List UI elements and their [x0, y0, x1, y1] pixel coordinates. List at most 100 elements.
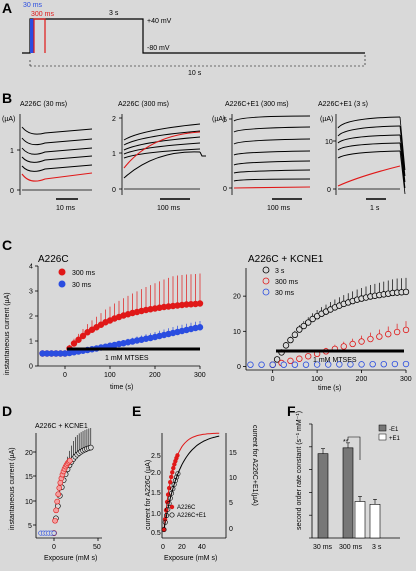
c-left-xtick-label: 300	[194, 372, 206, 379]
trace4-ylabel: (µA)	[320, 116, 333, 123]
c-right-point	[313, 361, 321, 368]
e-point-a226c	[166, 485, 172, 491]
c-left-yticks: 0 1 2 3 4	[29, 264, 38, 371]
trace2-title: A226C (300 ms)	[118, 101, 169, 108]
e-ytick-r-0: 0	[229, 526, 233, 533]
f-bars	[309, 423, 381, 539]
f-sig-bracket	[347, 436, 361, 460]
trace2-scalebar: 100 ms	[157, 205, 180, 212]
panel-letter-c: C	[2, 237, 12, 253]
c-right-legend	[262, 266, 270, 296]
c-right-yticks: 0 10 20	[233, 294, 246, 371]
f-cat-300ms: 300 ms	[339, 544, 362, 551]
c-right-point	[287, 336, 294, 344]
c-right-point	[258, 361, 265, 368]
c-right-point	[358, 361, 365, 368]
e-point-a226c-e1	[165, 506, 171, 512]
f-bar	[369, 504, 381, 539]
trace3-ylabel: (µA)	[212, 116, 225, 123]
voltage-low-label: -80 mV	[147, 45, 170, 52]
e-fit-a226c-e1	[163, 435, 220, 530]
d-axes	[33, 433, 102, 541]
c-left-ytick-label: 4	[29, 264, 33, 271]
c-right-point	[300, 322, 307, 330]
c-right-ytick-label: 0	[237, 364, 241, 371]
panel-letter-a: A	[2, 0, 12, 16]
c-right-point	[302, 361, 310, 368]
e-point-a226c-e1	[162, 519, 168, 525]
e-point-a226c	[164, 499, 170, 505]
c-left-point	[196, 324, 204, 331]
e-point-a226c	[168, 479, 173, 485]
c-right-point	[376, 333, 383, 340]
d-point-300ms	[56, 485, 63, 491]
c-right-xticks: 0 100 200 300	[271, 370, 412, 383]
c-right-point	[369, 360, 376, 368]
c-left-point	[52, 350, 60, 357]
e-legend	[169, 504, 175, 518]
trace4-scalebar: 1 s	[370, 205, 380, 212]
trace1-ytick-1: 1	[10, 148, 14, 155]
f-bar	[354, 501, 366, 539]
panel-letter-d: D	[2, 403, 12, 419]
c-right-axes	[245, 268, 406, 371]
pulse-30ms-label: 30 ms	[23, 2, 43, 9]
e-point-a226c-e1	[166, 501, 172, 507]
c-left-point	[79, 332, 87, 340]
c-right-legend-30ms: 30 ms	[275, 290, 295, 297]
d-point-3s	[87, 444, 94, 451]
e-point-a226c	[171, 465, 176, 471]
d-point-300ms	[55, 491, 62, 497]
c-left-ytick-label: 1	[29, 339, 33, 346]
c-right-point	[296, 326, 303, 333]
c-right-point	[380, 360, 387, 368]
c-ylabel: instantaneous current (µA)	[4, 292, 11, 375]
trace4-ytick-0: 0	[327, 187, 331, 194]
e-ytick-0.5: 0.5	[151, 530, 161, 537]
pulse-3s-label: 3 s	[109, 10, 119, 17]
trace-a226c-e1-300ms	[229, 114, 311, 200]
d-xtick-0: 0	[52, 544, 56, 551]
d-ytick-20: 20	[25, 450, 33, 457]
c-right-point	[305, 319, 312, 326]
c-left-xlabel: time (s)	[110, 384, 133, 391]
e-ylabel-left: current for A226C (µA)	[145, 460, 152, 530]
c-right-point	[305, 353, 312, 360]
c-right-legend-300ms: 300 ms	[275, 279, 298, 286]
c-left-legend-300ms: 300 ms	[72, 270, 95, 277]
e-xtick-0: 0	[161, 544, 165, 551]
e-point-a226c	[169, 474, 174, 480]
e-point-a226c-e1	[164, 513, 170, 519]
e-xlabel: Exposure (mM s)	[164, 555, 217, 562]
c-right-marks	[247, 277, 410, 368]
trace2-ytick-1: 1	[112, 151, 116, 158]
d-ytick-15: 15	[25, 474, 33, 481]
d-point-300ms	[53, 507, 59, 514]
f-cat-30ms: 30 ms	[313, 544, 333, 551]
c-right-point	[291, 331, 299, 339]
c-right-point	[347, 361, 354, 368]
c-left-ytick-label: 2	[29, 314, 33, 321]
e-point-a226c-e1	[172, 478, 178, 484]
d-point-30ms	[51, 530, 57, 536]
e-marks	[161, 432, 220, 533]
voltage-high-label: +40 mV	[147, 18, 172, 25]
e-legend-a226c: A226C	[177, 505, 196, 511]
c-right-point	[280, 361, 287, 368]
e-ytick-r-10: 10	[229, 475, 237, 482]
c-left-legend	[58, 268, 66, 288]
c-right-point	[402, 360, 410, 368]
e-ytick-1.0: 1.0	[151, 511, 161, 518]
e-point-a226c-e1	[167, 495, 173, 501]
f-significance: **	[343, 439, 349, 446]
d-xlabel: Exposure (mM s)	[44, 555, 97, 562]
c-right-point	[340, 343, 347, 350]
c-left-point	[57, 350, 64, 357]
c-right-point	[358, 338, 365, 345]
e-ytick-2.0: 2.0	[151, 470, 161, 477]
c-right-point	[296, 355, 303, 362]
c-left-ytick-label: 3	[29, 289, 33, 296]
e-point-a226c	[170, 470, 175, 475]
c-right-point	[291, 361, 299, 368]
